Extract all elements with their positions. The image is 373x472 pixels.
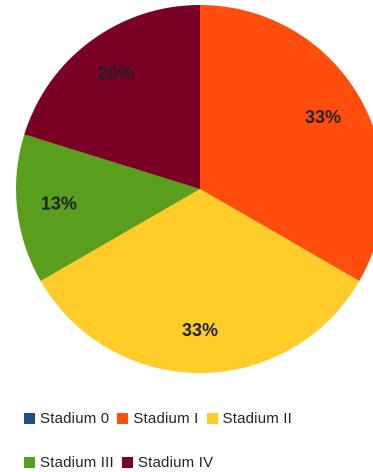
- legend-swatch-stadium-iii: [24, 457, 35, 468]
- legend-item-stadium-ii: Stadium II: [206, 410, 293, 427]
- legend-label-stadium-i: Stadium I: [133, 410, 199, 427]
- legend-item-stadium-iv: Stadium IV: [121, 454, 214, 471]
- legend-item-stadium-0: Stadium 0: [24, 410, 109, 427]
- data-label-stadium-iv: 20%: [98, 63, 134, 83]
- data-label-stadium-i: 33%: [305, 107, 341, 127]
- pie-slice-stadium-i: [200, 5, 373, 281]
- legend: Stadium 0 Stadium I Stadium II Stadium I…: [0, 398, 373, 472]
- data-label-stadium-iii: 13%: [41, 193, 77, 213]
- pie-slice-stadium-iii: [15, 134, 200, 281]
- data-label-stadium-ii: 33%: [182, 320, 218, 340]
- legend-item-stadium-i: Stadium I: [117, 410, 198, 427]
- legend-label-stadium-iv: Stadium IV: [137, 454, 214, 471]
- legend-row-2: Stadium III Stadium IV: [24, 454, 221, 471]
- pie-slice-stadium-iv: [24, 5, 200, 189]
- pie-slice-stadium-ii: [40, 189, 360, 373]
- legend-item-stadium-iii: Stadium III: [24, 454, 114, 471]
- pie-slices: [15, 5, 373, 373]
- legend-label-stadium-0: Stadium 0: [40, 410, 110, 427]
- legend-swatch-stadium-0: [24, 413, 35, 424]
- pie-chart: 33% 33% 13% 20%: [15, 5, 373, 373]
- legend-label-stadium-iii: Stadium III: [40, 454, 114, 471]
- legend-swatch-stadium-ii: [206, 413, 218, 424]
- legend-swatch-stadium-i: [117, 413, 129, 424]
- legend-row-1: Stadium 0 Stadium I Stadium II: [24, 410, 300, 427]
- legend-swatch-stadium-iv: [121, 457, 133, 468]
- legend-label-stadium-ii: Stadium II: [222, 410, 293, 427]
- pie-data-labels: 33% 33% 13% 20%: [41, 63, 341, 339]
